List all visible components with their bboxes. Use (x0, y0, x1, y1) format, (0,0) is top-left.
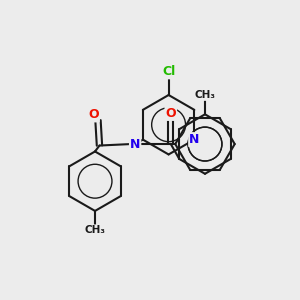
Text: CH₃: CH₃ (194, 90, 215, 100)
Text: Cl: Cl (162, 65, 175, 78)
Text: N: N (189, 133, 200, 146)
Text: O: O (166, 107, 176, 120)
Text: CH₃: CH₃ (85, 225, 106, 235)
Text: N: N (130, 138, 140, 151)
Text: O: O (88, 108, 99, 122)
